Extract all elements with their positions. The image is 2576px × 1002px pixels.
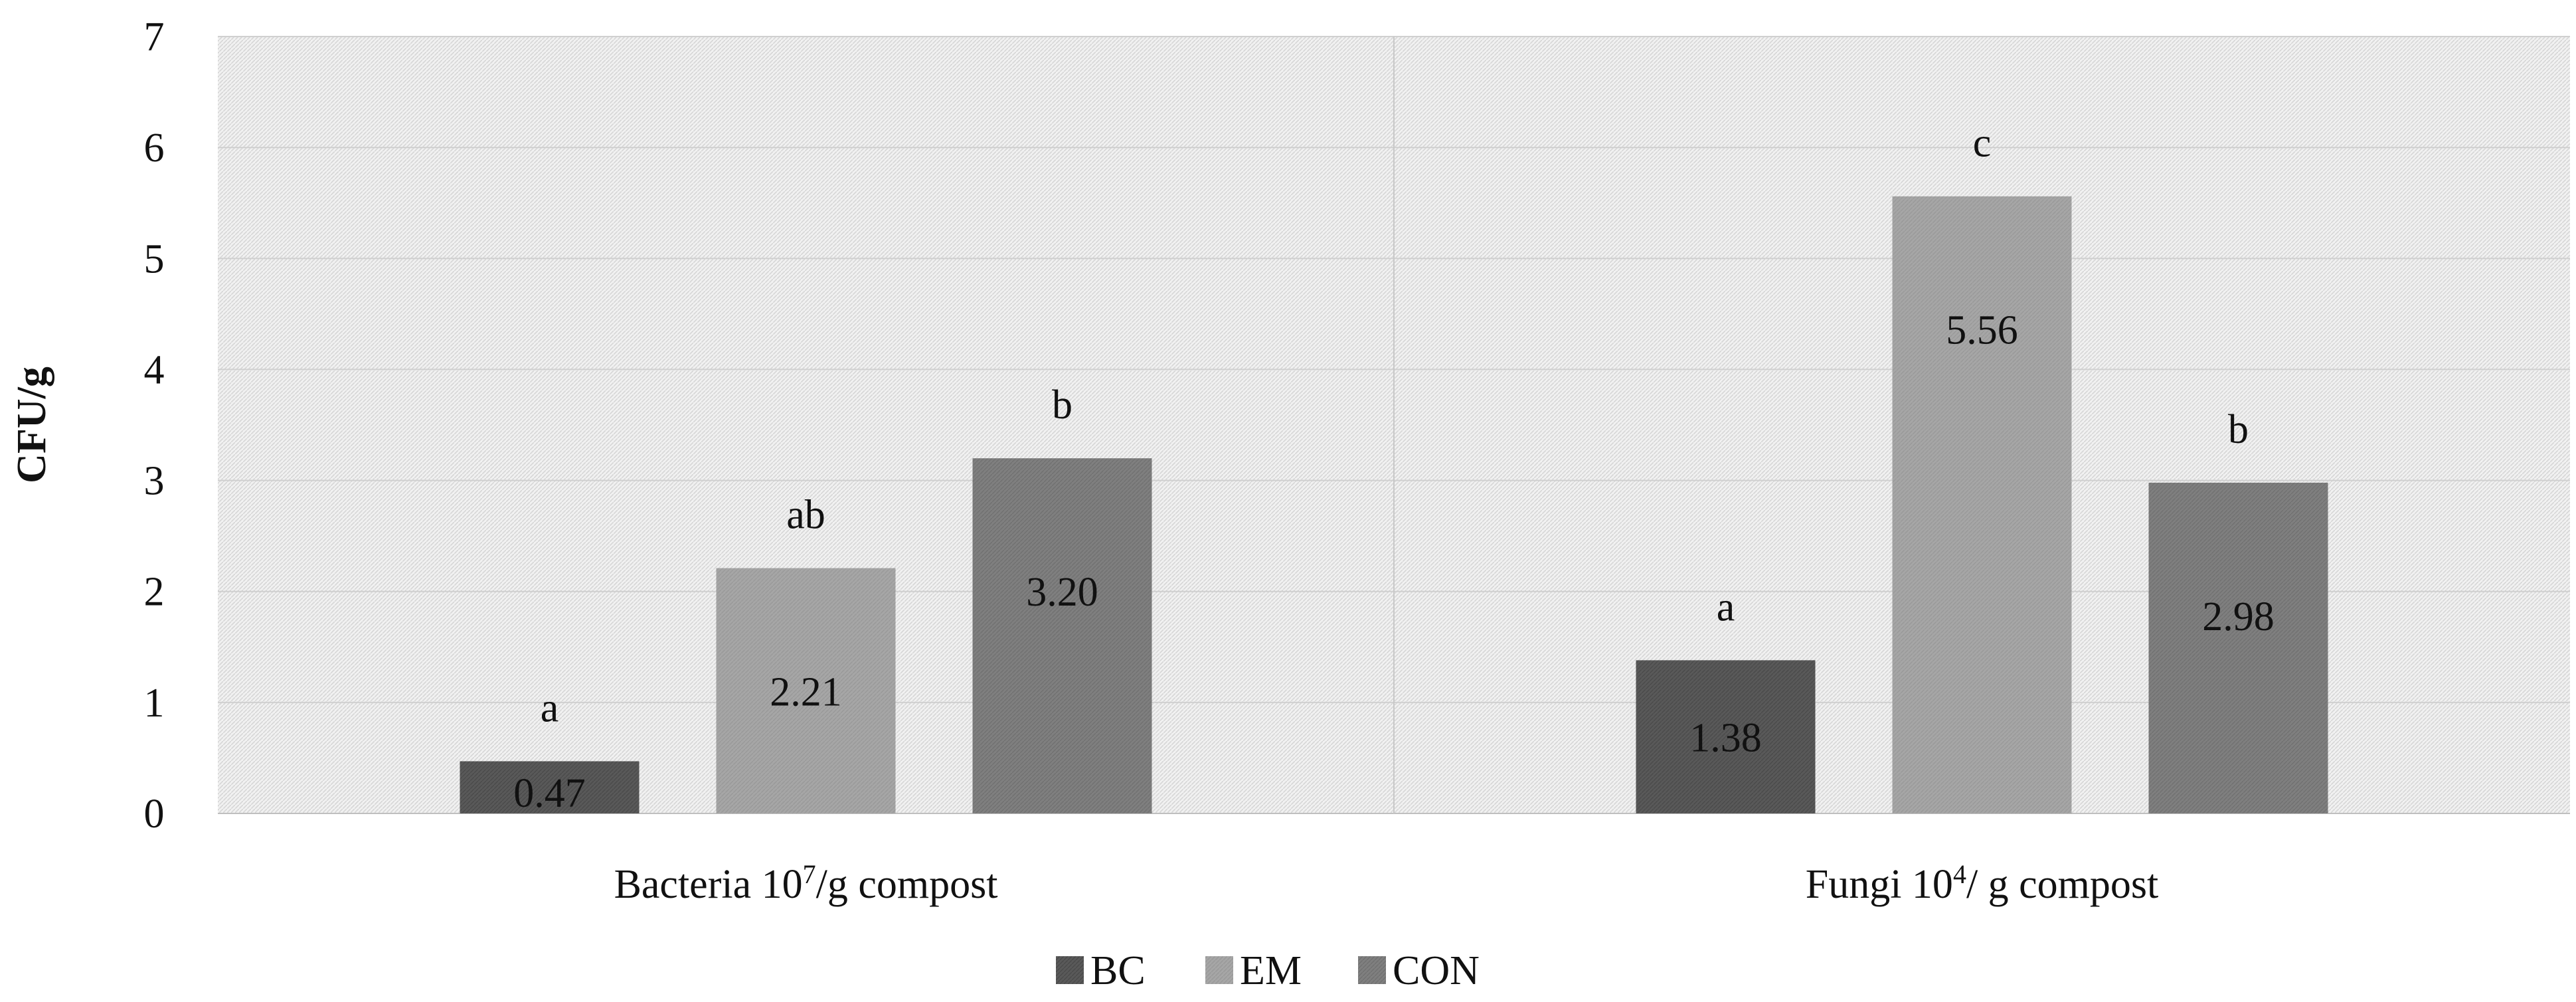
significance-label: ab: [786, 493, 825, 538]
legend-label: CON: [1393, 948, 1480, 993]
x-category-label: Bacteria 107/g compost: [614, 859, 998, 907]
bar-value-label: 2.98: [2202, 594, 2275, 639]
y-axis: 0 1 2 3 4 5 6 7: [144, 15, 165, 837]
bar-value-label: 0.47: [513, 771, 586, 816]
x-axis-categories: Bacteria 107/g compost Fungi 104/ g compo…: [614, 859, 2159, 907]
y-tick-label: 5: [144, 236, 165, 282]
significance-label: a: [541, 685, 559, 730]
y-tick-label: 0: [144, 792, 165, 837]
bar-value-label: 3.20: [1026, 570, 1098, 615]
significance-label: a: [1717, 584, 1735, 629]
y-tick-label: 2: [144, 570, 165, 615]
bar-em: [716, 568, 896, 813]
bar-con: [2148, 482, 2328, 813]
y-tick-label: 7: [144, 15, 165, 60]
bar-value-label: 5.56: [1946, 308, 2018, 353]
y-axis-label: CFU/g: [9, 367, 54, 483]
bar-value-label: 1.38: [1689, 716, 1762, 761]
significance-label: c: [1973, 121, 1992, 166]
y-tick-label: 1: [144, 681, 165, 726]
significance-label: b: [2228, 407, 2249, 452]
y-tick-label: 6: [144, 125, 165, 171]
legend-swatch-em: [1205, 956, 1233, 984]
legend-label: BC: [1090, 948, 1146, 993]
legend-label: EM: [1240, 948, 1302, 993]
bars: 0.47 a 2.21 ab 3.20 b 1.38 a 5.56 c 2.98 b: [460, 121, 2328, 816]
bar-con: [972, 458, 1152, 813]
y-tick-label: 3: [144, 459, 165, 504]
legend: BC EM CON: [1056, 948, 1480, 993]
legend-swatch-con: [1358, 956, 1386, 984]
bar-value-label: 2.21: [770, 669, 842, 714]
bar-bc: [1636, 660, 1816, 813]
bar-bc: [460, 761, 640, 813]
significance-label: b: [1052, 382, 1073, 428]
y-tick-label: 4: [144, 347, 165, 392]
bar-em: [1892, 196, 2072, 814]
legend-swatch-bc: [1056, 956, 1084, 984]
x-category-label: Fungi 104/ g compost: [1806, 859, 2159, 907]
